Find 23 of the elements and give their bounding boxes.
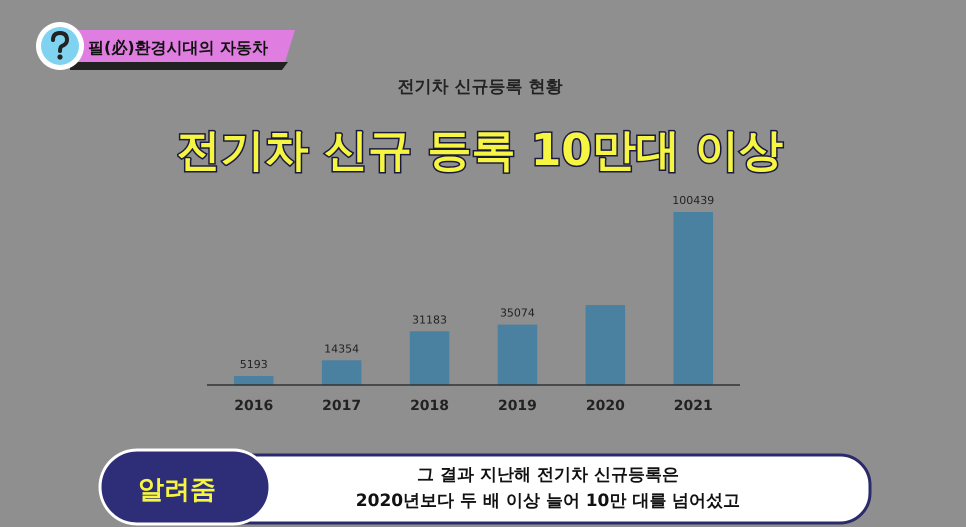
x-tick-label: 2019: [498, 398, 537, 414]
chart-title: 전기차 신규등록 현황: [398, 77, 562, 97]
bar: [498, 324, 538, 385]
x-tick-label: 2020: [586, 398, 626, 414]
bar: [322, 360, 362, 385]
x-tick-label: 2017: [322, 398, 362, 414]
text: 알려줌: [138, 475, 216, 505]
text: 필(必)환경시대의 자동차: [88, 38, 268, 57]
bar: [586, 305, 626, 385]
text: 그 결과 지난해 전기차 신규등록은: [417, 465, 679, 485]
x-tick-label: 2016: [234, 398, 274, 414]
data-label: 35074: [500, 306, 535, 320]
text: 2020년보다 두 배 이상 늘어 10만 대를 넘어섰고: [356, 491, 740, 511]
text: 전기차 신규 등록 10만대 이상: [176, 125, 784, 176]
data-label: 14354: [324, 342, 360, 356]
bar: [410, 331, 450, 385]
data-label: 5193: [240, 358, 268, 372]
x-tick-label: 2018: [410, 398, 450, 414]
bar: [234, 376, 274, 385]
bar: [673, 212, 714, 385]
data-label: 31183: [412, 313, 448, 326]
x-tick-label: 2021: [674, 398, 713, 414]
data-label: 100439: [672, 194, 714, 207]
